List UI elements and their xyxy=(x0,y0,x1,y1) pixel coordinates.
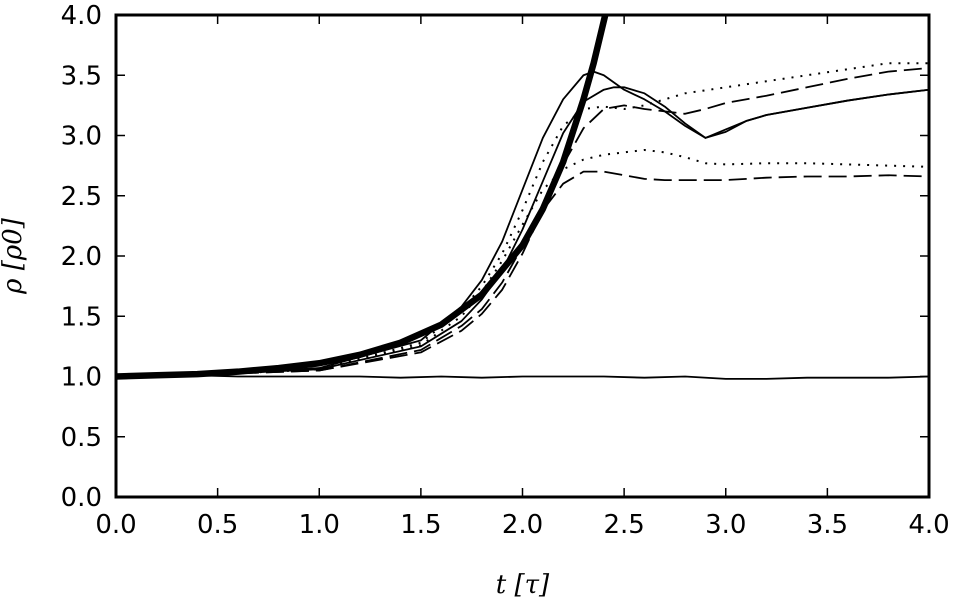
series-line-3 xyxy=(116,86,929,378)
x-tick-label: 2.5 xyxy=(603,510,644,540)
y-tick-label: 1.5 xyxy=(61,302,102,332)
x-tick-label: 2.0 xyxy=(502,510,543,540)
x-tick-label: 0.5 xyxy=(197,510,238,540)
x-tick-label: 1.5 xyxy=(400,510,441,540)
series-line-7 xyxy=(116,148,929,378)
y-tick-label: 0.0 xyxy=(61,483,102,513)
x-tick-label: 0.0 xyxy=(95,510,136,540)
x-tick-label: 3.0 xyxy=(705,510,746,540)
y-tick-label: 1.0 xyxy=(61,363,102,393)
x-tick-label: 1.0 xyxy=(299,510,340,540)
x-tick-label: 4.0 xyxy=(908,510,949,540)
series-line-4 xyxy=(116,67,929,378)
series-layer xyxy=(116,15,929,380)
series-line-1 xyxy=(116,15,609,380)
y-tick-label: 4.0 xyxy=(61,1,102,31)
x-tick-label: 3.5 xyxy=(807,510,848,540)
series-line-6 xyxy=(116,170,929,378)
y-tick-label: 2.0 xyxy=(61,242,102,272)
y-tick-label: 3.5 xyxy=(61,61,102,91)
y-tick-label: 2.5 xyxy=(61,182,102,212)
series-line-8 xyxy=(116,374,929,380)
x-axis-label: t [τ] xyxy=(496,570,550,600)
series-line-5 xyxy=(116,62,929,378)
y-tick-label: 0.5 xyxy=(61,423,102,453)
tick-layer: 0.0 0.5 1.0 1.5 2.0 2.5 3.0 3.5 4.0 0.0 0.5 1.0 1.5 2… xyxy=(61,1,950,540)
y-axis-label: ρ [ρ0] xyxy=(0,217,28,295)
y-tick-label: 3.0 xyxy=(61,122,102,152)
